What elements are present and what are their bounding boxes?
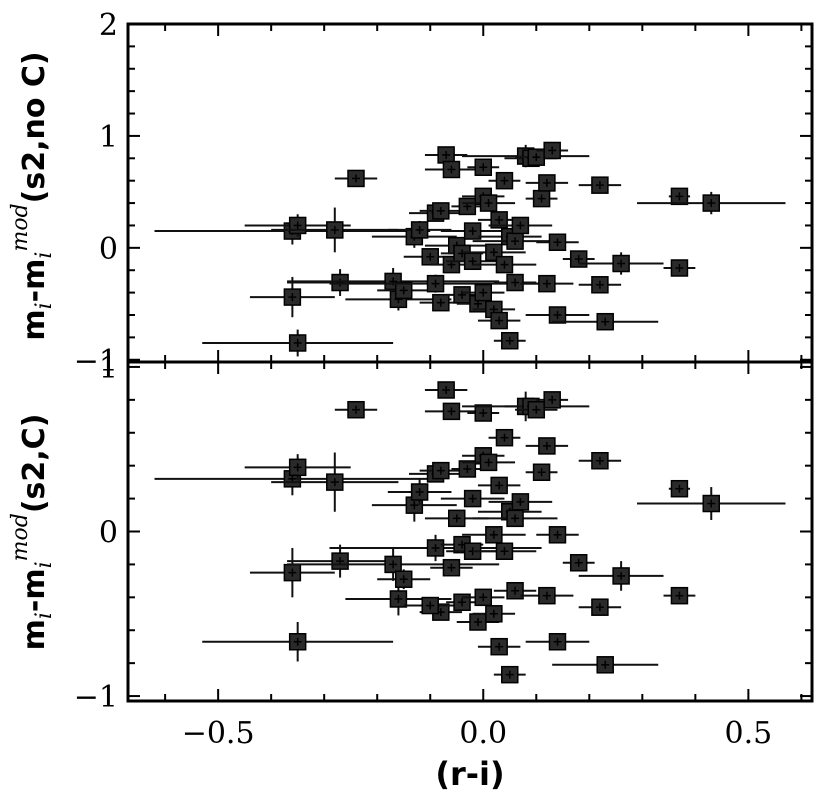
x-axis-title: (r-i) xyxy=(435,755,504,793)
bottom-data-point xyxy=(578,451,622,470)
top-data-point xyxy=(562,250,595,268)
x-tick-label: 0.0 xyxy=(459,716,507,751)
bottom-data-point xyxy=(493,665,526,684)
bottom-data-point xyxy=(536,526,579,544)
bottom-data-point xyxy=(334,400,378,419)
bottom-data-point xyxy=(271,452,399,512)
bottom-data-point xyxy=(202,622,394,662)
top-data-point xyxy=(493,331,526,350)
top-data-point xyxy=(271,207,399,253)
bottom-data-point xyxy=(244,454,351,481)
bottom-data-point xyxy=(462,453,516,472)
top-y-tick-label: 2 xyxy=(99,8,118,43)
top-data-point xyxy=(419,202,463,220)
top-data-point xyxy=(472,232,558,250)
bottom-data-point xyxy=(287,547,500,581)
top-data-point xyxy=(403,248,457,266)
top-y-tick-label: 1 xyxy=(99,120,118,155)
top-data-point xyxy=(668,187,691,206)
bottom-data-point xyxy=(525,437,569,455)
bottom-data-point xyxy=(525,463,558,482)
bottom-data-point xyxy=(462,588,505,607)
top-data-point xyxy=(467,158,500,177)
bottom-data-point xyxy=(424,381,468,399)
bottom-data-point xyxy=(419,461,463,480)
top-data-point xyxy=(488,216,553,235)
top-data-point xyxy=(249,276,335,318)
top-y-tick-label: 0 xyxy=(99,232,118,267)
bottom-y-tick-label: −1 xyxy=(74,680,118,715)
top-data-point xyxy=(424,146,468,164)
bottom-data-point xyxy=(488,428,521,447)
top-data-point xyxy=(472,255,537,274)
top-panel: −1 0 1 2 xyxy=(74,8,814,379)
top-data-point xyxy=(462,194,516,212)
bottom-data-point xyxy=(440,489,505,508)
top-data-point xyxy=(488,171,521,190)
top-data-point xyxy=(637,191,786,215)
bottom-data-point xyxy=(377,569,431,590)
top-y-tick-label: −1 xyxy=(74,344,118,379)
bottom-panel: −1 0 1 −0.5 0.0 0.5 xyxy=(74,351,814,751)
top-data-point xyxy=(536,141,569,160)
top-data-point xyxy=(477,311,521,330)
bottom-data-point xyxy=(515,400,558,419)
bottom-data-point xyxy=(578,561,664,591)
top-data-point xyxy=(578,276,622,294)
top-data-point xyxy=(462,283,505,302)
bottom-data-point xyxy=(249,547,335,598)
x-tick-label: 0.5 xyxy=(725,716,773,751)
top-y-axis-title: mi-mimod(s2,no C) xyxy=(8,51,57,340)
bottom-data-point xyxy=(477,637,521,656)
top-data-point xyxy=(440,222,505,240)
bottom-data-point xyxy=(493,581,537,600)
bottom-data-point xyxy=(637,487,786,520)
bottom-data-point xyxy=(578,598,622,616)
bottom-data-point xyxy=(430,558,473,577)
bottom-data-point xyxy=(525,633,590,651)
top-data-point xyxy=(663,259,696,277)
top-data-point xyxy=(578,252,664,275)
bottom-data-point xyxy=(424,402,478,421)
bottom-data-point xyxy=(663,586,696,605)
top-data-point xyxy=(493,273,537,292)
top-data-point xyxy=(334,169,378,188)
bottom-data-point xyxy=(472,542,537,560)
top-data-point xyxy=(202,329,394,357)
top-data-point xyxy=(377,281,431,300)
bottom-data-point xyxy=(477,476,521,495)
top-data-point xyxy=(578,176,622,194)
bottom-data-point xyxy=(451,460,484,478)
bottom-data-point xyxy=(488,493,553,511)
top-data-point xyxy=(329,274,542,293)
bottom-data-point xyxy=(520,586,574,605)
bottom-data-point xyxy=(536,391,569,409)
top-data-point xyxy=(520,274,574,293)
bottom-data-point xyxy=(472,605,516,623)
bottom-y-axis-title: mi-mimod(s2,C) xyxy=(8,414,57,651)
top-data-point xyxy=(525,306,590,324)
top-data-point xyxy=(525,189,558,208)
top-data-point xyxy=(552,312,659,331)
top-data-point xyxy=(287,269,394,296)
top-data-point xyxy=(525,174,569,192)
top-data-point xyxy=(424,160,478,179)
bottom-y-tick-label: 1 xyxy=(99,351,118,386)
bottom-data-point xyxy=(403,596,457,615)
bottom-data-point xyxy=(552,656,659,674)
top-data-point xyxy=(536,233,579,251)
x-tick-label: −0.5 xyxy=(182,716,255,751)
bottom-data-point xyxy=(562,554,595,572)
bottom-data-point xyxy=(472,509,558,528)
bottom-y-tick-label: 0 xyxy=(99,516,118,551)
bottom-data-point xyxy=(462,526,526,544)
bottom-data-point xyxy=(467,404,500,422)
top-data-point xyxy=(387,220,452,239)
bottom-data-point xyxy=(668,479,691,498)
bottom-data-point xyxy=(387,478,452,506)
